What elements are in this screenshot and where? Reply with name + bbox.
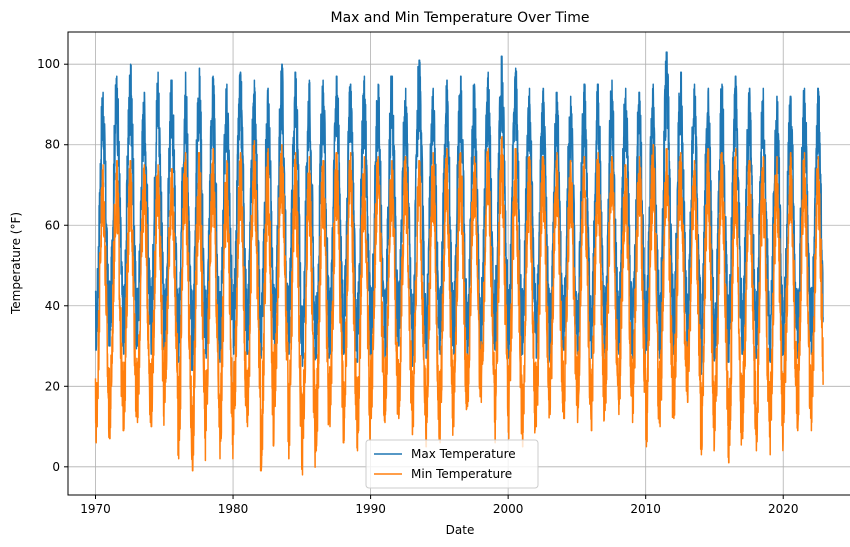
y-tick-label: 0	[52, 460, 60, 474]
series-line-min-temperature	[94, 135, 824, 476]
plot-frame	[67, 31, 850, 496]
x-axis: 1970 1980 1990 2000 2010 2020	[80, 495, 799, 516]
legend: Max Temperature Min Temperature	[365, 439, 539, 489]
x-tick-label: 1970	[80, 502, 111, 516]
y-axis-label: Temperature (°F)	[9, 212, 23, 315]
y-tick-label: 80	[45, 138, 60, 152]
legend-label-min: Min Temperature	[411, 467, 512, 481]
y-tick-label: 60	[45, 218, 60, 232]
series-line-max-temperature	[94, 51, 824, 375]
x-axis-label: Date	[446, 523, 475, 537]
y-tick-label: 40	[45, 299, 60, 313]
series-group	[94, 51, 824, 476]
x-tick-label: 1980	[218, 502, 249, 516]
y-axis: 0 20 40 60 80 100	[37, 57, 68, 474]
y-tick-label: 20	[45, 379, 60, 393]
x-tick-label: 2010	[630, 502, 661, 516]
chart-title: Max and Min Temperature Over Time	[331, 10, 590, 26]
y-tick-label: 100	[37, 57, 60, 71]
legend-label-max: Max Temperature	[411, 447, 516, 461]
x-tick-label: 1990	[355, 502, 386, 516]
x-tick-label: 2020	[768, 502, 799, 516]
legend-box	[365, 439, 539, 489]
x-tick-label: 2000	[493, 502, 524, 516]
